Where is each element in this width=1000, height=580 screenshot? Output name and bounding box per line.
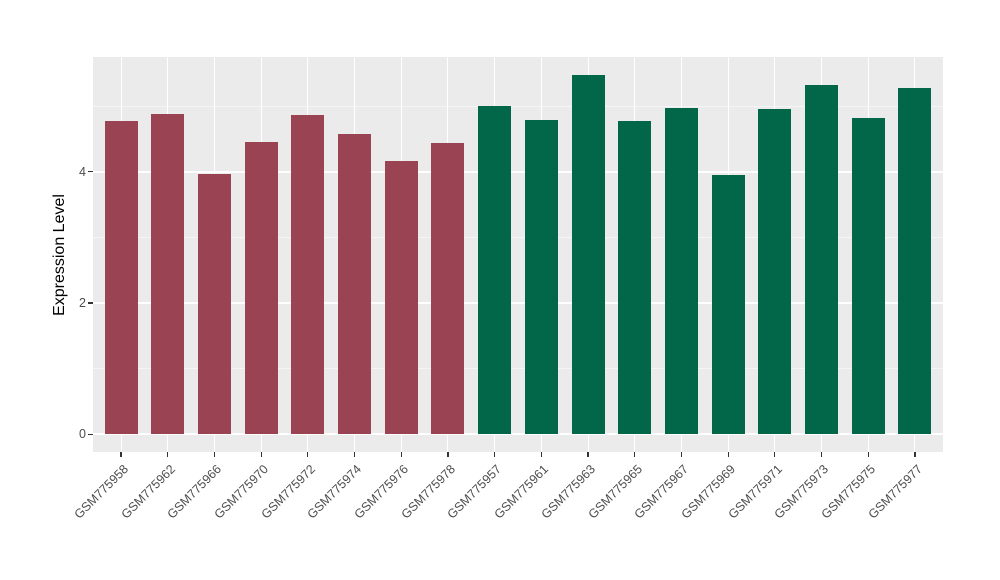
bar bbox=[151, 114, 185, 435]
x-tick-mark bbox=[307, 452, 309, 457]
minor-gridline bbox=[93, 368, 943, 370]
bar bbox=[197, 174, 231, 435]
major-gridline bbox=[93, 170, 943, 173]
x-tick-mark bbox=[494, 452, 496, 457]
y-tick-label: 4 bbox=[79, 164, 86, 179]
major-gridline bbox=[93, 433, 943, 436]
bar bbox=[384, 161, 418, 435]
x-tick-mark bbox=[353, 452, 356, 457]
bar bbox=[244, 141, 278, 435]
x-tick-mark bbox=[774, 452, 776, 457]
bar bbox=[104, 121, 138, 435]
x-tick-mark bbox=[680, 452, 683, 457]
x-tick-mark bbox=[820, 452, 823, 457]
bar bbox=[431, 142, 465, 435]
x-tick-mark bbox=[540, 452, 542, 457]
bar bbox=[758, 109, 792, 435]
x-tick-mark bbox=[914, 452, 916, 457]
plot-panel bbox=[93, 57, 943, 452]
bar bbox=[805, 84, 839, 435]
x-tick-mark bbox=[120, 452, 122, 457]
x-tick-mark bbox=[634, 452, 636, 457]
x-tick-mark bbox=[167, 452, 169, 457]
minor-gridline bbox=[93, 105, 943, 107]
y-tick-label: 2 bbox=[79, 296, 86, 311]
major-gridline bbox=[93, 302, 943, 305]
bar bbox=[338, 133, 372, 435]
bar bbox=[478, 106, 512, 435]
bar bbox=[571, 74, 605, 435]
x-tick-mark bbox=[867, 452, 869, 457]
y-tick-mark bbox=[88, 302, 93, 304]
bar bbox=[664, 107, 698, 435]
bar bbox=[524, 119, 558, 435]
x-tick-mark bbox=[213, 452, 216, 457]
x-tick-mark bbox=[587, 452, 589, 457]
bar bbox=[898, 88, 932, 435]
minor-gridline bbox=[93, 236, 943, 238]
x-tick-mark bbox=[260, 452, 262, 457]
x-tick-mark bbox=[447, 452, 449, 457]
bar bbox=[291, 114, 325, 435]
bar bbox=[618, 121, 652, 435]
x-tick-mark bbox=[400, 452, 402, 457]
y-axis-title: Expression Level bbox=[50, 57, 70, 452]
bar bbox=[851, 118, 885, 435]
y-tick-mark bbox=[88, 433, 93, 435]
y-tick-mark bbox=[88, 171, 93, 173]
y-tick-label: 0 bbox=[79, 427, 86, 442]
x-tick-mark bbox=[727, 452, 729, 457]
bar bbox=[711, 175, 745, 435]
